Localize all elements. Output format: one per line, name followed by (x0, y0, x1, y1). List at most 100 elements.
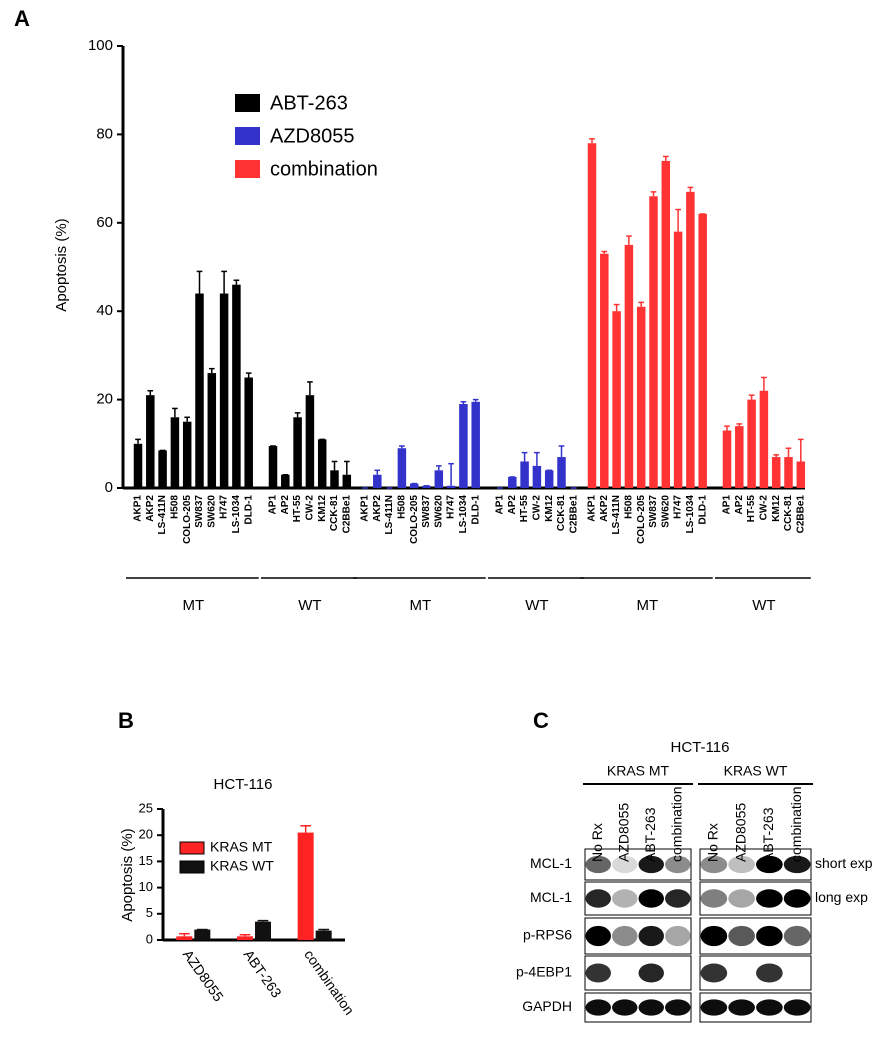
band (783, 855, 811, 874)
band (728, 889, 755, 908)
y-tick-label: 60 (96, 214, 113, 231)
band (700, 855, 728, 874)
bar (471, 401, 480, 488)
legend-label: AZD8055 (270, 125, 355, 147)
y-tick-label: 5 (146, 905, 153, 920)
x-tick-label: H747 (219, 495, 230, 519)
blot-frame (584, 881, 692, 916)
row-label: p-RPS6 (523, 927, 572, 943)
bar (636, 306, 646, 488)
band (665, 925, 691, 947)
bar (237, 936, 253, 940)
x-tick-label: LS-1034 (458, 495, 469, 534)
blot-frame (584, 955, 692, 991)
x-tick-label: H508 (397, 495, 408, 519)
x-tick-label: AKP1 (587, 495, 598, 522)
band (612, 855, 638, 874)
x-tick-label: CW-2 (759, 495, 770, 521)
x-tick-label: AP2 (734, 495, 745, 515)
bar (330, 470, 339, 488)
band (756, 855, 783, 874)
x-tick-label: AP1 (722, 495, 733, 515)
band (638, 855, 664, 874)
bar (207, 373, 217, 488)
row-label: MCL-1 (530, 889, 572, 905)
bar (532, 465, 542, 488)
band (756, 999, 783, 1016)
bar (373, 474, 382, 488)
row-label: MCL-1 (530, 855, 572, 871)
y-tick-label: 15 (139, 853, 153, 868)
y-tick-label: 25 (139, 800, 153, 815)
x-tick-label: LS-411N (384, 495, 395, 534)
bar (759, 390, 769, 488)
bar (544, 470, 554, 488)
x-tick-label: C2BBe1 (341, 495, 352, 534)
band (728, 925, 755, 947)
x-tick-label: KM12 (544, 495, 555, 522)
band (783, 999, 811, 1016)
row-note: long exp (815, 889, 868, 905)
x-tick-label: H747 (446, 495, 457, 519)
x-tick-label: HT-55 (746, 495, 757, 523)
band (756, 925, 783, 947)
bar (268, 446, 278, 488)
band (612, 999, 638, 1016)
y-tick-label: 40 (96, 302, 113, 319)
bar (508, 476, 517, 488)
bar (409, 483, 419, 488)
x-tick-label: AP1 (268, 495, 279, 515)
band (665, 855, 691, 874)
band (638, 999, 664, 1016)
bar (232, 284, 241, 488)
x-tick-label: HT-55 (292, 495, 303, 523)
x-tick-label: KM12 (317, 495, 328, 522)
band (638, 963, 664, 983)
bar (649, 196, 658, 488)
bar (255, 921, 271, 940)
bar (297, 832, 314, 940)
bar (434, 470, 444, 488)
x-tick-label: SW620 (206, 495, 217, 528)
x-tick-label: H508 (624, 495, 635, 519)
group-label: MT (410, 597, 432, 614)
x-tick-label: SW837 (648, 495, 659, 528)
x-tick-label: combination (301, 947, 357, 1018)
x-tick-label: LS-411N (611, 495, 622, 534)
y-tick-label: 80 (96, 125, 113, 142)
bar (170, 417, 180, 488)
x-tick-label: KM12 (771, 495, 782, 522)
bar (771, 457, 781, 488)
x-tick-label: AP2 (280, 495, 291, 515)
bar (195, 293, 204, 488)
legend-swatch (235, 94, 260, 112)
lane-label: ABT-263 (760, 807, 776, 862)
y-tick-label: 0 (105, 479, 113, 496)
band (665, 889, 691, 908)
x-tick-label: COLO-205 (182, 495, 193, 544)
band (585, 855, 611, 874)
lane-label: No Rx (589, 823, 605, 862)
x-tick-label: COLO-205 (409, 495, 420, 544)
x-tick-label: LS-1034 (685, 495, 696, 534)
x-tick-label: DLD-1 (470, 495, 481, 525)
group-label: WT (298, 597, 321, 614)
lane-label: combination (788, 787, 804, 863)
y-tick-label: 100 (88, 37, 113, 54)
band (700, 963, 728, 983)
band (728, 855, 755, 874)
legend-swatch (235, 160, 260, 178)
bar (557, 457, 566, 488)
lane-label: combination (668, 787, 684, 863)
blot-frame (584, 848, 692, 881)
bar (661, 160, 671, 489)
bar (796, 461, 806, 488)
y-tick-label: 10 (139, 879, 153, 894)
group-label: MT (183, 597, 205, 614)
x-tick-label: COLO-205 (636, 495, 647, 544)
group-label: WT (525, 597, 548, 614)
x-tick-label: AP2 (507, 495, 518, 515)
group-label: KRAS MT (607, 763, 670, 779)
bar (587, 143, 597, 489)
x-tick-label: SW620 (660, 495, 671, 528)
